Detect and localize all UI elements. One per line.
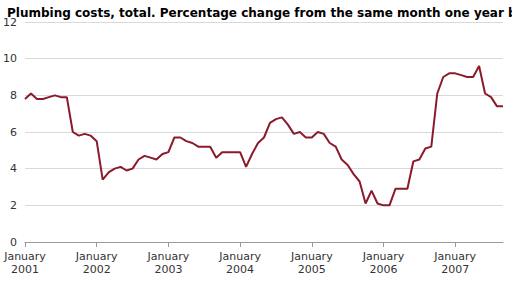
svg-text:January: January — [362, 250, 405, 263]
svg-text:6: 6 — [10, 126, 17, 139]
svg-text:0: 0 — [10, 236, 17, 249]
svg-text:2002: 2002 — [83, 263, 111, 276]
svg-text:2001: 2001 — [11, 263, 39, 276]
svg-text:January: January — [75, 250, 118, 263]
svg-text:January: January — [218, 250, 261, 263]
svg-text:2006: 2006 — [369, 263, 397, 276]
svg-text:4: 4 — [10, 162, 17, 175]
svg-text:12: 12 — [3, 15, 17, 29]
svg-text:Plumbing costs, total. Percent: Plumbing costs, total. Percentage change… — [7, 6, 512, 20]
svg-text:January: January — [3, 250, 46, 263]
svg-text:January: January — [147, 250, 190, 263]
svg-text:January: January — [290, 250, 333, 263]
svg-text:2: 2 — [10, 199, 17, 212]
svg-text:2003: 2003 — [154, 263, 182, 276]
svg-text:2005: 2005 — [298, 263, 326, 276]
svg-text:January: January — [433, 250, 476, 263]
svg-text:10: 10 — [3, 52, 17, 65]
svg-text:2004: 2004 — [226, 263, 254, 276]
svg-text:8: 8 — [10, 89, 17, 102]
svg-text:2007: 2007 — [441, 263, 469, 276]
